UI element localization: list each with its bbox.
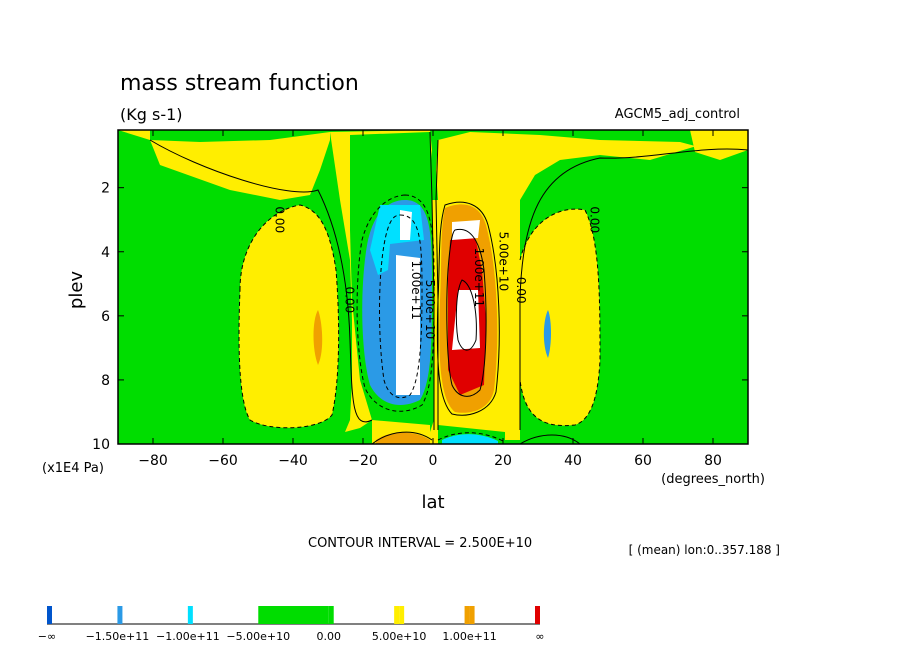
legend-swatch xyxy=(328,606,334,624)
contour-fill-area xyxy=(118,130,748,444)
fill-right-positive-tongue xyxy=(520,209,600,426)
contour-label: 1.00e+11 xyxy=(409,260,423,319)
legend-label: −5.00e+10 xyxy=(226,630,290,643)
contour-line-right-tongue xyxy=(519,208,601,427)
contour-line-northern-inner xyxy=(446,228,487,397)
contour-label: 0.00 xyxy=(343,286,357,313)
fill-left-positive-tongue xyxy=(239,205,339,428)
legend-swatch xyxy=(258,606,329,624)
chart-title: mass stream function xyxy=(120,71,359,96)
mean-text: [ (mean) lon:0..357.188 ] xyxy=(629,543,780,557)
legend-label: −1.50e+11 xyxy=(86,630,150,643)
fill-southern-cell-core xyxy=(396,210,420,395)
x-tick-label: −20 xyxy=(348,453,378,469)
fill-right-small-blue xyxy=(543,310,551,358)
contour-line-zero-left xyxy=(149,139,373,423)
contour-line-northern-outer xyxy=(436,201,500,416)
legend-swatch xyxy=(187,606,193,624)
contour-line-southern-inner xyxy=(379,214,423,399)
x-axis-units: (degrees_north) xyxy=(661,472,765,487)
legend-label: ∞ xyxy=(535,630,544,643)
fill-top-negative-band xyxy=(118,130,748,200)
contour-line-bottom-left xyxy=(371,431,433,444)
y-tick-label: 6 xyxy=(101,309,110,325)
x-tick-label: 20 xyxy=(494,453,512,469)
contour-line-southern-outer xyxy=(356,194,435,412)
legend-label: 1.00e+11 xyxy=(442,630,496,643)
legend-swatch xyxy=(394,606,400,624)
x-tick-label: 60 xyxy=(634,453,652,469)
legend-label: −∞ xyxy=(38,630,56,643)
contour-line-bottom-far-right xyxy=(519,434,581,444)
legend-swatch xyxy=(469,606,475,624)
x-tick-label: 80 xyxy=(704,453,722,469)
y-tick-label: 2 xyxy=(101,181,110,197)
x-tick-label: −60 xyxy=(208,453,238,469)
y-tick-label: 10 xyxy=(92,437,110,453)
contour-label: 0.00 xyxy=(514,277,528,304)
fill-left-small-orange xyxy=(313,310,323,365)
fill-bottom-blue xyxy=(442,434,498,444)
y-axis-units: (x1E4 Pa) xyxy=(42,461,104,476)
contour-line-zero-right xyxy=(519,148,748,430)
legend-swatch xyxy=(47,606,52,624)
legend-swatch xyxy=(117,606,123,624)
x-axis: −80 −60 −40 −20 0 20 40 60 80 xyxy=(138,130,722,469)
y-axis-label: plev xyxy=(66,271,87,310)
contour-interval-text: CONTOUR INTERVAL = 2.500E+10 xyxy=(308,536,532,551)
contour-label: 0.00 xyxy=(273,206,287,233)
legend-swatch xyxy=(464,606,470,624)
legend-swatch xyxy=(399,606,405,624)
x-tick-label: −80 xyxy=(138,453,168,469)
legend-swatch xyxy=(535,606,540,624)
y-tick-label: 4 xyxy=(101,245,110,261)
fill-northern-cell-core xyxy=(452,220,480,350)
color-legend: −∞ −1.50e+11 −1.00e+11 −5.00e+10 0.00 5.00e+1… xyxy=(38,606,545,643)
contour-line-northern-core xyxy=(455,279,477,351)
contour-label: 1.00e+11 xyxy=(472,248,486,307)
fill-right-small-green xyxy=(730,168,738,180)
y-tick-label: 8 xyxy=(101,373,110,389)
contour-labels: 0.000.00 1.00e+11 5.00e+101.00e+11 5.00e+10… xyxy=(273,206,602,339)
x-tick-label: −40 xyxy=(278,453,308,469)
x-tick-label: 0 xyxy=(429,453,438,469)
legend-label: 5.00e+10 xyxy=(372,630,426,643)
contour-label: 5.00e+10 xyxy=(497,232,511,291)
fill-right-top-patch xyxy=(690,130,748,160)
contour-label: 0.00 xyxy=(588,206,602,233)
chart-subtitle: (Kg s-1) xyxy=(120,105,183,124)
legend-label: −1.00e+11 xyxy=(156,630,220,643)
legend-label: 0.00 xyxy=(316,630,341,643)
dataset-label: AGCM5_adj_control xyxy=(615,107,740,122)
contour-line-left-tongue xyxy=(238,204,340,429)
y-axis: 2 4 6 8 10 xyxy=(92,181,748,453)
x-tick-label: 40 xyxy=(564,453,582,469)
contour-label: 5.00e+10 xyxy=(423,280,437,339)
x-axis-label: lat xyxy=(421,492,444,513)
fill-bottom-orange xyxy=(376,432,430,444)
